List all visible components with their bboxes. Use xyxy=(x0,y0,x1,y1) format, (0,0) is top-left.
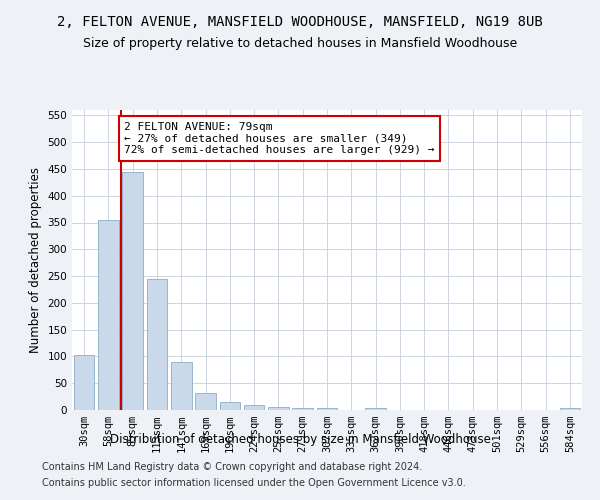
Bar xyxy=(195,393,216,410)
Y-axis label: Number of detached properties: Number of detached properties xyxy=(29,167,42,353)
Bar xyxy=(365,408,386,410)
Bar xyxy=(268,407,289,410)
Bar xyxy=(146,279,167,410)
Bar xyxy=(244,405,265,410)
Text: 2 FELTON AVENUE: 79sqm
← 27% of detached houses are smaller (349)
72% of semi-de: 2 FELTON AVENUE: 79sqm ← 27% of detached… xyxy=(124,122,435,155)
Bar xyxy=(317,408,337,410)
Text: Contains HM Land Registry data © Crown copyright and database right 2024.: Contains HM Land Registry data © Crown c… xyxy=(42,462,422,472)
Bar xyxy=(560,408,580,410)
Bar xyxy=(122,172,143,410)
Text: Size of property relative to detached houses in Mansfield Woodhouse: Size of property relative to detached ho… xyxy=(83,38,517,51)
Bar xyxy=(171,362,191,410)
Text: 2, FELTON AVENUE, MANSFIELD WOODHOUSE, MANSFIELD, NG19 8UB: 2, FELTON AVENUE, MANSFIELD WOODHOUSE, M… xyxy=(57,15,543,29)
Bar xyxy=(98,220,119,410)
Bar xyxy=(220,402,240,410)
Text: Contains public sector information licensed under the Open Government Licence v3: Contains public sector information licen… xyxy=(42,478,466,488)
Bar xyxy=(292,408,313,410)
Bar xyxy=(74,355,94,410)
Text: Distribution of detached houses by size in Mansfield Woodhouse: Distribution of detached houses by size … xyxy=(110,432,490,446)
